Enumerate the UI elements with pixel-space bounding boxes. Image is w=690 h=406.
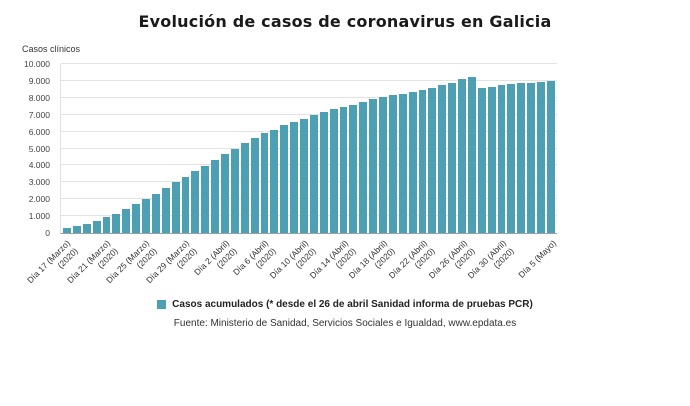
y-tick-label: 4.000 — [28, 160, 50, 171]
bar[interactable] — [102, 217, 111, 233]
bar[interactable] — [72, 226, 81, 233]
bar[interactable] — [240, 142, 249, 233]
bar[interactable] — [458, 78, 466, 233]
bar[interactable] — [142, 199, 150, 233]
bar[interactable] — [211, 160, 219, 233]
y-tick-label: 10.000 — [24, 59, 50, 69]
gridline — [61, 63, 557, 64]
y-tick-label: 0 — [45, 228, 50, 238]
y-tick-label: 5.000 — [28, 143, 50, 154]
bar[interactable] — [517, 83, 526, 233]
y-tick-label: 1.000 — [28, 211, 50, 222]
bar[interactable] — [408, 91, 417, 233]
bar[interactable] — [221, 154, 229, 233]
bar[interactable] — [319, 112, 328, 233]
bar[interactable] — [63, 228, 71, 233]
bar[interactable] — [546, 80, 555, 233]
bar[interactable] — [290, 121, 298, 233]
bar[interactable] — [487, 86, 496, 233]
y-tick-label: 8.000 — [28, 92, 50, 103]
bar[interactable] — [132, 204, 140, 233]
legend-label: Casos acumulados (* desde el 26 de abril… — [172, 299, 533, 310]
x-axis-labels: Día 17 (Marzo) (2020) Día 21 (Marzo) (2020)… — [25, 234, 558, 304]
bar[interactable] — [171, 181, 180, 233]
bar[interactable] — [349, 104, 358, 233]
y-tick-label: 6.000 — [28, 126, 50, 137]
bar[interactable] — [369, 99, 377, 233]
bar[interactable] — [359, 101, 368, 233]
bar[interactable] — [122, 209, 131, 233]
plot-area — [60, 63, 557, 234]
chart-title: Evolución de casos de coronavirus en Gal… — [138, 12, 552, 31]
legend-swatch-icon — [157, 300, 167, 309]
bar[interactable] — [82, 224, 91, 233]
bar[interactable] — [527, 82, 535, 233]
bar[interactable] — [438, 85, 447, 233]
gridline — [61, 96, 557, 98]
gridline — [61, 130, 557, 132]
source-text: Fuente: Ministerio de Sanidad, Servicios… — [173, 318, 517, 329]
bar[interactable] — [92, 221, 101, 233]
bar[interactable] — [181, 176, 190, 233]
gridline — [61, 79, 557, 81]
y-tick-label: 9.000 — [28, 75, 50, 86]
bars — [61, 64, 557, 233]
bar[interactable] — [280, 125, 289, 233]
gridline — [61, 147, 557, 149]
gridline — [61, 215, 557, 217]
gridline — [61, 164, 557, 166]
gridline — [61, 181, 557, 183]
bar[interactable] — [300, 118, 308, 233]
bar[interactable] — [428, 87, 437, 233]
gridline — [61, 113, 557, 115]
y-tick-label: 2.000 — [28, 194, 50, 205]
y-tick-label: 7.000 — [28, 109, 50, 120]
y-axis-title: Casos clínicos — [22, 44, 81, 54]
bar[interactable] — [191, 171, 200, 233]
bar[interactable] — [161, 187, 170, 233]
bar[interactable] — [379, 96, 387, 233]
bar[interactable] — [112, 213, 121, 233]
bar[interactable] — [339, 107, 348, 233]
bar[interactable] — [250, 138, 259, 233]
bar[interactable] — [448, 83, 456, 233]
y-tick-label: 3.000 — [28, 177, 50, 188]
bar[interactable] — [230, 148, 239, 233]
bar[interactable] — [507, 83, 516, 233]
bar[interactable] — [537, 81, 545, 233]
y-axis-ticks: 0 1.000 2.000 3.000 4.000 5.000 6.000 7.000 8.00… — [0, 59, 54, 238]
bar[interactable] — [497, 84, 506, 233]
legend[interactable]: Casos acumulados (* desde el 26 de abril… — [0, 299, 690, 310]
bar[interactable] — [388, 95, 397, 233]
bar[interactable] — [309, 115, 318, 233]
bar[interactable] — [467, 76, 476, 233]
bar[interactable] — [329, 109, 338, 233]
gridline — [61, 198, 557, 200]
bar[interactable] — [477, 88, 486, 233]
bar[interactable] — [201, 165, 210, 233]
bar[interactable] — [398, 93, 407, 233]
bar[interactable] — [270, 129, 279, 233]
bar[interactable] — [418, 89, 427, 233]
bar[interactable] — [260, 133, 269, 233]
bar[interactable] — [151, 193, 160, 233]
